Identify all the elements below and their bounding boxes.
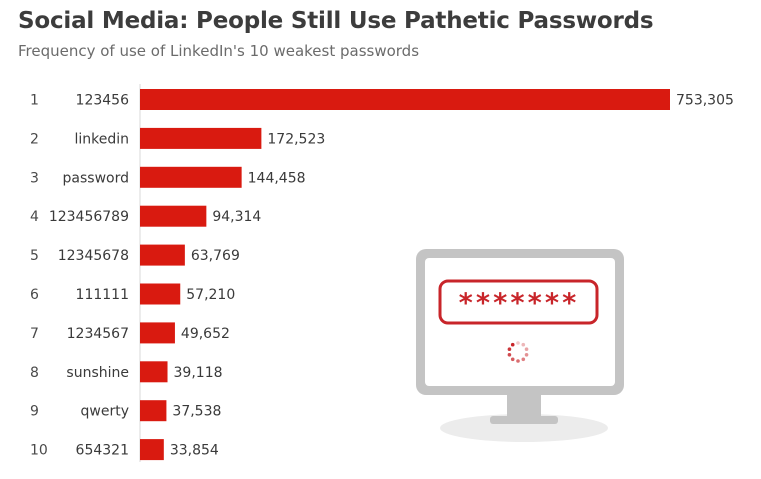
value-label: 753,305: [676, 93, 734, 109]
monitor-shadow: [440, 414, 608, 442]
bar: [140, 89, 670, 110]
spinner-dot: [510, 342, 515, 347]
bar: [140, 322, 175, 344]
value-label: 39,118: [174, 365, 223, 381]
rank-label: 10: [30, 443, 48, 459]
category-label: 1234567: [67, 326, 129, 342]
value-label: 172,523: [267, 131, 325, 147]
rank-label: 8: [30, 365, 39, 381]
value-label: 57,210: [186, 287, 235, 303]
category-label: linkedin: [74, 131, 129, 147]
category-label: 12345678: [58, 248, 129, 264]
bars-group: 1 123456 753,305 2 linkedin 172,523 3 password 1…: [30, 89, 734, 461]
category-label: 654321: [76, 443, 129, 459]
value-label: 37,538: [172, 404, 221, 420]
rank-label: 3: [30, 170, 39, 186]
rank-label: 1: [30, 93, 39, 109]
spinner-dot: [521, 342, 526, 347]
rank-label: 9: [30, 404, 39, 420]
spinner-dot: [524, 352, 529, 357]
spinner-dot: [507, 347, 512, 352]
bar: [140, 166, 242, 188]
rank-label: 4: [30, 209, 39, 225]
loading-spinner-icon: [507, 341, 529, 363]
category-label: qwerty: [81, 404, 129, 420]
category-label: sunshine: [66, 365, 129, 381]
category-label: 123456: [76, 93, 130, 109]
bar: [140, 283, 181, 305]
spinner-dot: [521, 357, 526, 362]
value-label: 63,769: [191, 248, 240, 264]
rank-label: 6: [30, 287, 39, 303]
spinner-dot: [510, 357, 515, 362]
spinner-dot: [516, 359, 520, 363]
value-label: 49,652: [181, 326, 230, 342]
value-label: 33,854: [170, 443, 219, 459]
value-label: 144,458: [248, 170, 306, 186]
bar: [140, 439, 164, 461]
bar: [140, 400, 167, 422]
masked-password: *******: [458, 288, 579, 319]
spinner-dot: [516, 341, 520, 345]
bar: [140, 205, 207, 227]
category-label: password: [63, 170, 129, 186]
bar: [140, 244, 185, 266]
spinner-dot: [507, 352, 512, 357]
value-label: 94,314: [212, 209, 261, 225]
password-field: [438, 279, 599, 325]
monitor-stand-base: [490, 416, 558, 424]
rank-label: 5: [30, 248, 39, 264]
chart-subtitle: Frequency of use of LinkedIn's 10 weakes…: [18, 42, 420, 60]
bar: [140, 127, 262, 149]
bar: [140, 361, 168, 383]
monitor-password-icon: *******: [416, 249, 624, 442]
category-label: 123456789: [49, 209, 129, 225]
chart-title: Social Media: People Still Use Pathetic …: [18, 8, 654, 34]
spinner-dot: [524, 347, 529, 352]
rank-label: 7: [30, 326, 39, 342]
rank-label: 2: [30, 131, 39, 147]
category-label: 111111: [76, 287, 129, 303]
